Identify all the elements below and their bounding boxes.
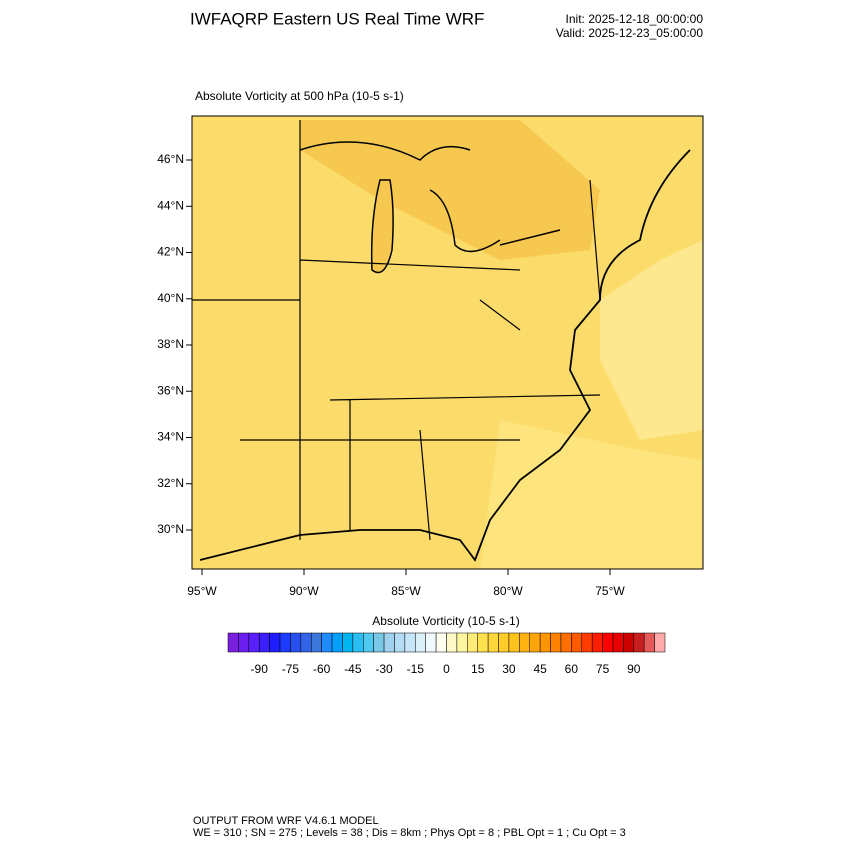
- colorbar-box: [258, 632, 270, 653]
- colorbar-label: -15: [407, 662, 425, 676]
- state-borders: [192, 120, 601, 541]
- lat-label: 34°N: [157, 430, 184, 444]
- colorbar-box: [581, 632, 593, 653]
- colorbar-label: 30: [502, 662, 516, 676]
- colorbar-box: [643, 632, 655, 653]
- colorbar-box: [238, 632, 250, 653]
- lat-label: 36°N: [157, 383, 184, 397]
- colorbar-box: [310, 632, 322, 653]
- map: [191, 115, 704, 570]
- colorbar-box: [425, 632, 437, 653]
- colorbar-box: [550, 632, 562, 653]
- colorbar-box: [383, 632, 395, 653]
- lat-label: 40°N: [157, 291, 184, 305]
- colorbar-box: [342, 632, 354, 653]
- lat-label: 30°N: [157, 522, 184, 536]
- colorbar-box: [321, 632, 333, 653]
- lon-label: 95°W: [187, 584, 217, 598]
- colorbar-box: [248, 632, 260, 653]
- lat-label: 46°N: [157, 152, 184, 166]
- colorbar-box: [571, 632, 583, 653]
- colorbar-box: [529, 632, 541, 653]
- colorbar-box: [373, 632, 385, 653]
- colorbar-label: 15: [471, 662, 485, 676]
- colorbar-box: [300, 632, 312, 653]
- title: IWFAQRP Eastern US Real Time WRF: [190, 9, 484, 28]
- lat-label: 38°N: [157, 337, 184, 351]
- colorbar-box: [227, 632, 239, 653]
- lat-label: 42°N: [157, 245, 184, 259]
- colorbar-label: -75: [282, 662, 300, 676]
- field-patch: [480, 420, 703, 569]
- colorbar-box: [612, 632, 624, 653]
- lon-label: 90°W: [289, 584, 319, 598]
- lon-label: 75°W: [595, 584, 625, 598]
- colorbar-box: [591, 632, 603, 653]
- colorbar-box: [331, 632, 343, 653]
- lakes-east: [429, 189, 561, 253]
- colorbar-label: 75: [596, 662, 610, 676]
- colorbar-label: 60: [565, 662, 579, 676]
- colorbar-box: [498, 632, 510, 653]
- init-time: Init: 2025-12-18_00:00:00: [566, 12, 704, 26]
- colorbar-box: [435, 632, 447, 653]
- map-subtitle: Absolute Vorticity at 500 hPa (10-5 s-1): [195, 89, 404, 103]
- colorbar-title: Absolute Vorticity (10-5 s-1): [372, 614, 519, 628]
- lon-label: 80°W: [493, 584, 523, 598]
- colorbar-box: [415, 632, 426, 653]
- colorbar-box: [394, 632, 406, 653]
- colorbar-box: [539, 632, 551, 653]
- colorbar-box: [560, 632, 572, 653]
- colorbar-label: -45: [344, 662, 362, 676]
- colorbar-label: -60: [313, 662, 331, 676]
- colorbar-box: [654, 632, 666, 653]
- colorbar-label: -90: [251, 662, 269, 676]
- footer-line: OUTPUT FROM WRF V4.6.1 MODEL: [193, 815, 379, 827]
- field-patch: [300, 120, 600, 260]
- lat-label: 32°N: [157, 476, 184, 490]
- lake-michigan: [370, 179, 394, 274]
- colorbar-box: [352, 632, 364, 653]
- colorbar-label: 0: [443, 662, 450, 676]
- colorbar-box: [279, 632, 291, 653]
- colorbar-box: [269, 632, 281, 653]
- colorbar-label: -30: [375, 662, 393, 676]
- colorbar-box: [477, 632, 489, 653]
- colorbar-box: [290, 632, 302, 653]
- colorbar-box: [363, 632, 374, 653]
- map-frame: [191, 115, 704, 570]
- valid-time: Valid: 2025-12-23_05:00:00: [556, 26, 704, 40]
- coastline: [199, 149, 691, 562]
- colorbar-box: [602, 632, 614, 653]
- colorbar-box: [508, 632, 520, 653]
- lat-label: 44°N: [157, 198, 184, 212]
- colorbar-box: [404, 632, 416, 653]
- colorbar-box: [467, 632, 478, 653]
- lake-superior: [299, 141, 471, 161]
- colorbar-box: [633, 632, 645, 653]
- colorbar-box: [487, 632, 499, 653]
- colorbar-box: [456, 632, 468, 653]
- field-patch: [600, 240, 703, 440]
- lon-label: 85°W: [391, 584, 421, 598]
- colorbar-label: 90: [627, 662, 641, 676]
- colorbar-label: 45: [533, 662, 547, 676]
- colorbar-box: [446, 632, 458, 653]
- footer-line: WE = 310 ; SN = 275 ; Levels = 38 ; Dis …: [193, 827, 626, 839]
- colorbar-box: [519, 632, 530, 653]
- colorbar-box: [623, 632, 635, 653]
